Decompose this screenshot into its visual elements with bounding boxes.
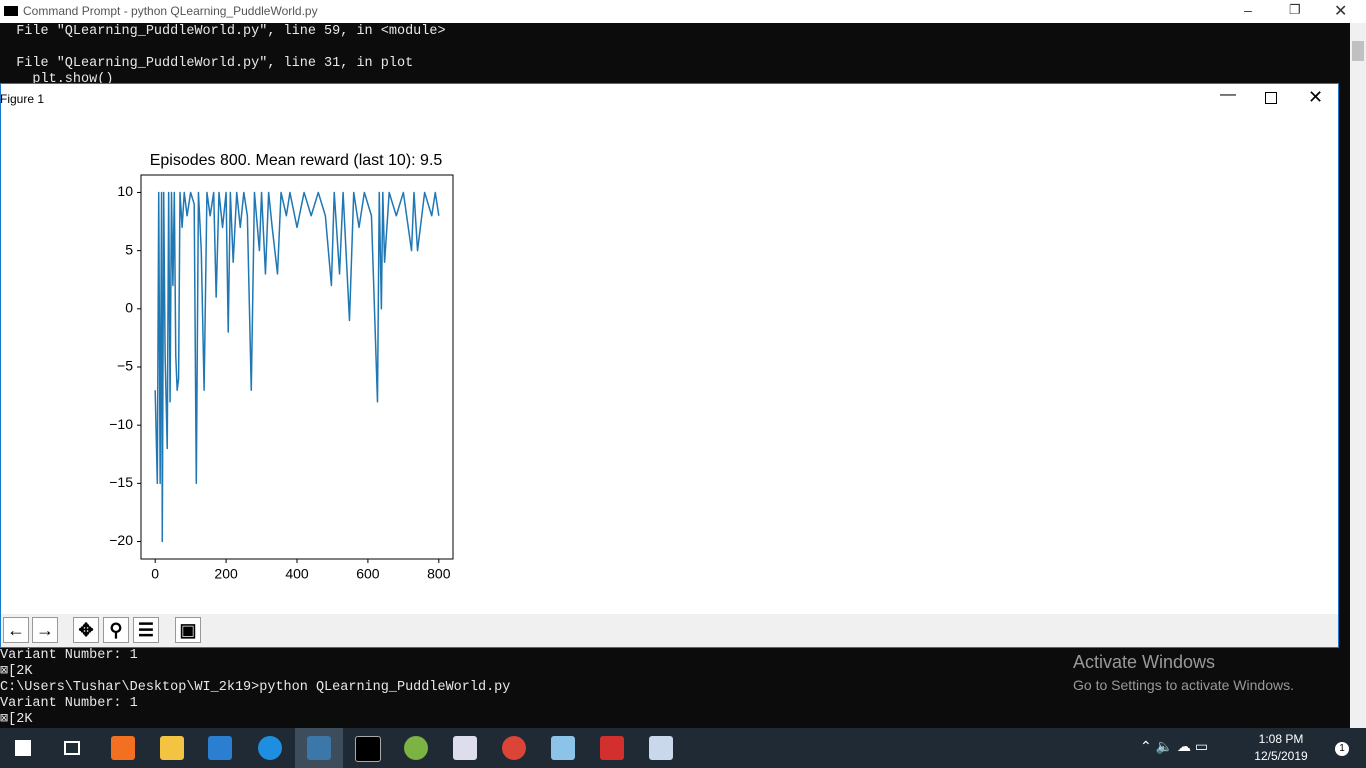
- back-button[interactable]: ←: [3, 617, 29, 643]
- console-line: Variant Number: 1: [0, 648, 138, 663]
- watermark-subtitle: Go to Settings to activate Windows.: [1073, 677, 1294, 693]
- x-tick-label: 400: [285, 566, 309, 582]
- console-title-bar: Command Prompt - python QLearning_Puddle…: [0, 0, 1366, 23]
- console-icon: [4, 6, 18, 16]
- restore-button[interactable]: ❐: [1289, 2, 1301, 17]
- y-tick-label: −15: [109, 474, 133, 490]
- scroll-thumb[interactable]: [1352, 41, 1364, 61]
- chrome-icon[interactable]: [502, 736, 526, 760]
- cmd-icon[interactable]: [355, 736, 381, 762]
- minimize-button[interactable]: –: [1244, 2, 1252, 18]
- scrollbar[interactable]: [1350, 23, 1366, 728]
- y-tick-label: −10: [109, 416, 133, 432]
- store-icon[interactable]: [208, 736, 232, 760]
- y-tick-label: −5: [117, 358, 133, 374]
- y-tick-label: 10: [117, 183, 133, 199]
- clock-date[interactable]: 12/5/2019: [1254, 749, 1308, 763]
- start-button[interactable]: [15, 740, 31, 756]
- y-tick-label: 0: [125, 300, 133, 316]
- y-tick-label: −20: [109, 532, 133, 548]
- explorer-icon[interactable]: [160, 736, 184, 760]
- configure-button[interactable]: ☰: [133, 617, 159, 643]
- console-line: File "QLearning_PuddleWorld.py", line 31…: [0, 56, 414, 71]
- x-tick-label: 800: [427, 566, 451, 582]
- console-line: C:\Users\Tushar\Desktop\WI_2k19>python Q…: [0, 680, 511, 695]
- minimize-button[interactable]: —: [1220, 86, 1236, 103]
- notification-badge[interactable]: 1: [1335, 742, 1349, 756]
- window-title: Command Prompt - python QLearning_Puddle…: [23, 4, 318, 18]
- tray-icons[interactable]: ⌃ 🔈 ☁ ▭: [1140, 738, 1209, 754]
- save-button[interactable]: ▣: [175, 617, 201, 643]
- chart-title: Episodes 800. Mean reward (last 10): 9.5: [150, 152, 443, 169]
- plot-frame: [140, 174, 454, 560]
- watermark-title: Activate Windows: [1073, 652, 1216, 672]
- toolbar: ← → ✥ ⚲ ☰ ▣: [1, 614, 1338, 647]
- pan-button[interactable]: ✥: [73, 617, 99, 643]
- monitor-icon[interactable]: [453, 736, 477, 760]
- figure-window: Figure 1 — ✕: [0, 83, 1339, 648]
- console-line: Variant Number: 1: [0, 696, 138, 711]
- task-view-button[interactable]: [64, 741, 80, 755]
- zoom-button[interactable]: ⚲: [103, 617, 129, 643]
- acrobat-icon[interactable]: [600, 736, 624, 760]
- python-icon[interactable]: [307, 736, 331, 760]
- x-tick-label: 200: [214, 566, 238, 582]
- close-button[interactable]: ✕: [1334, 3, 1348, 20]
- app-icon[interactable]: [551, 736, 575, 760]
- forward-button[interactable]: →: [32, 617, 58, 643]
- xampp-icon[interactable]: [111, 736, 135, 760]
- android-studio-icon[interactable]: [404, 736, 428, 760]
- close-button[interactable]: ✕: [1308, 87, 1324, 107]
- x-tick-label: 600: [356, 566, 380, 582]
- console-line: ⊠[2K: [0, 664, 33, 679]
- console-line: File "QLearning_PuddleWorld.py", line 59…: [0, 24, 446, 39]
- y-tick-label: 5: [125, 241, 133, 257]
- x-tick-label: 0: [151, 566, 159, 582]
- console-line: ⊠[2K: [0, 712, 33, 727]
- figure-icon[interactable]: [649, 736, 673, 760]
- maximize-button[interactable]: [1265, 92, 1277, 104]
- data-line: [154, 191, 440, 543]
- taskbar: ⌃ 🔈 ☁ ▭ 1:08 PM 12/5/2019 1: [0, 728, 1366, 768]
- figure-title: Figure 1: [0, 92, 45, 106]
- edge-icon[interactable]: [258, 736, 282, 760]
- clock-time[interactable]: 1:08 PM: [1258, 732, 1304, 746]
